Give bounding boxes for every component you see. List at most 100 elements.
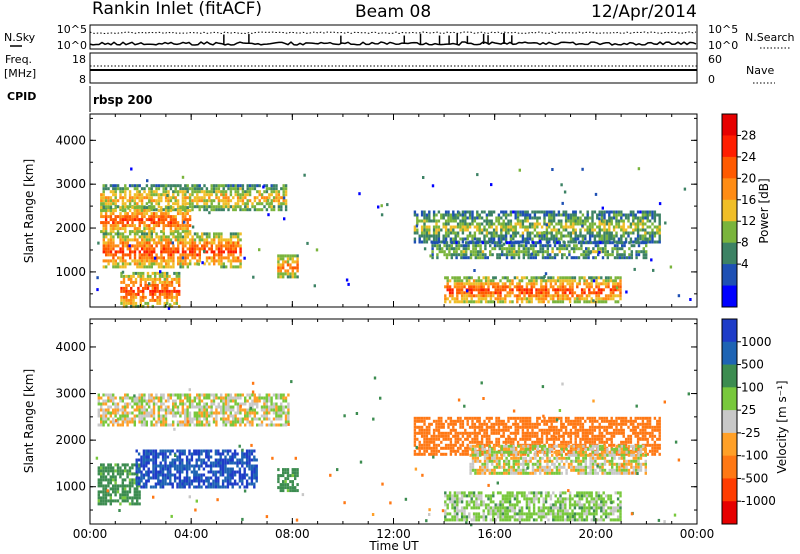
echo-cell — [121, 215, 125, 219]
echo-cell — [549, 276, 553, 280]
echo-cell — [243, 256, 246, 260]
echo-cell — [606, 256, 609, 260]
echo-cell — [100, 502, 103, 506]
echo-cell — [630, 253, 633, 257]
echo-cell — [538, 239, 542, 243]
echo-cell — [177, 256, 180, 260]
echo-cell — [167, 235, 170, 239]
echo-cell — [119, 247, 122, 251]
echo-cell — [530, 282, 533, 286]
echo-cell — [243, 461, 246, 465]
echo-cell — [225, 241, 228, 245]
echo-cell — [476, 228, 479, 232]
echo-cell — [105, 241, 108, 245]
echo-cell — [173, 458, 177, 462]
echo-cell — [255, 476, 258, 480]
echo-cell — [564, 294, 567, 298]
echo-cell — [629, 210, 633, 214]
echo-cell — [518, 288, 521, 292]
echo-cell — [479, 256, 482, 260]
echo-cell — [120, 274, 123, 278]
echo-cell — [131, 238, 134, 242]
echo-cell — [456, 291, 459, 295]
echo-cell — [528, 288, 531, 292]
echo-cell — [453, 279, 457, 283]
echo-cell — [619, 285, 622, 289]
echo-cell — [460, 300, 464, 304]
echo-cell — [160, 399, 163, 403]
echo-cell — [465, 291, 469, 295]
echo-cell — [128, 402, 132, 406]
echo-cell — [462, 247, 465, 251]
echo-cell — [196, 184, 199, 188]
echo-cell — [181, 467, 184, 471]
echo-cell — [461, 228, 465, 232]
echo-cell — [97, 408, 100, 412]
echo-cell — [564, 285, 567, 289]
echo-cell — [126, 212, 129, 216]
echo-cell — [107, 247, 110, 251]
echo-cell — [124, 402, 127, 406]
echo-cell — [250, 449, 254, 453]
echo-cell — [415, 224, 419, 228]
echo-cell — [138, 405, 141, 409]
echo-cell — [253, 414, 256, 418]
echo-cell — [197, 485, 201, 489]
echo-cell — [588, 231, 592, 235]
echo-cell — [114, 215, 117, 219]
echo-cell — [222, 199, 225, 203]
echo-cell — [483, 219, 486, 223]
echo-cell — [282, 275, 285, 279]
echo-cell — [598, 237, 601, 241]
echo-cell — [142, 292, 145, 296]
echo-cell — [253, 396, 256, 400]
echo-cell — [595, 291, 598, 295]
echo-cell — [154, 449, 158, 453]
echo-cell — [495, 228, 498, 232]
echo-cell — [516, 297, 519, 301]
echo-cell — [252, 275, 255, 279]
echo-cell — [627, 231, 630, 235]
echo-cell — [172, 423, 175, 427]
echo-cell — [126, 224, 129, 228]
echo-cell — [102, 490, 105, 494]
echo-cell — [166, 283, 169, 287]
echo-cell — [436, 253, 439, 257]
echo-cell — [102, 399, 105, 403]
echo-cell — [284, 420, 288, 424]
echo-cell — [136, 232, 139, 236]
echo-cell — [576, 294, 579, 298]
nave-label: Nave — [746, 64, 774, 77]
echo-cell — [136, 230, 139, 234]
echo-cell — [498, 247, 501, 251]
echo-cell — [527, 253, 530, 257]
echo-cell — [152, 396, 156, 400]
echo-cell — [268, 393, 271, 397]
echo-cell — [120, 280, 123, 284]
echo-cell — [185, 476, 189, 480]
echo-cell — [104, 502, 108, 506]
echo-cell — [413, 443, 417, 447]
echo-cell — [220, 408, 223, 412]
echo-cell — [161, 485, 165, 489]
echo-cell — [239, 420, 242, 424]
echo-cell — [555, 237, 558, 241]
echo-cell — [653, 234, 657, 238]
echo-cell — [560, 219, 563, 223]
echo-cell — [579, 231, 582, 235]
echo-cell — [181, 402, 184, 406]
echo-cell — [136, 259, 139, 263]
echo-cell — [117, 235, 120, 239]
echo-cell — [444, 419, 448, 423]
echo-cell — [413, 431, 417, 435]
echo-cell — [600, 276, 603, 280]
echo-cell — [516, 213, 520, 217]
echo-cell — [105, 244, 108, 248]
echo-cell — [146, 283, 150, 287]
echo-cell — [191, 247, 194, 251]
echo-cell — [250, 470, 254, 474]
echo-cell — [167, 396, 170, 400]
echo-cell — [644, 222, 647, 226]
echo-cell — [588, 228, 592, 232]
echo-cell — [198, 423, 201, 427]
